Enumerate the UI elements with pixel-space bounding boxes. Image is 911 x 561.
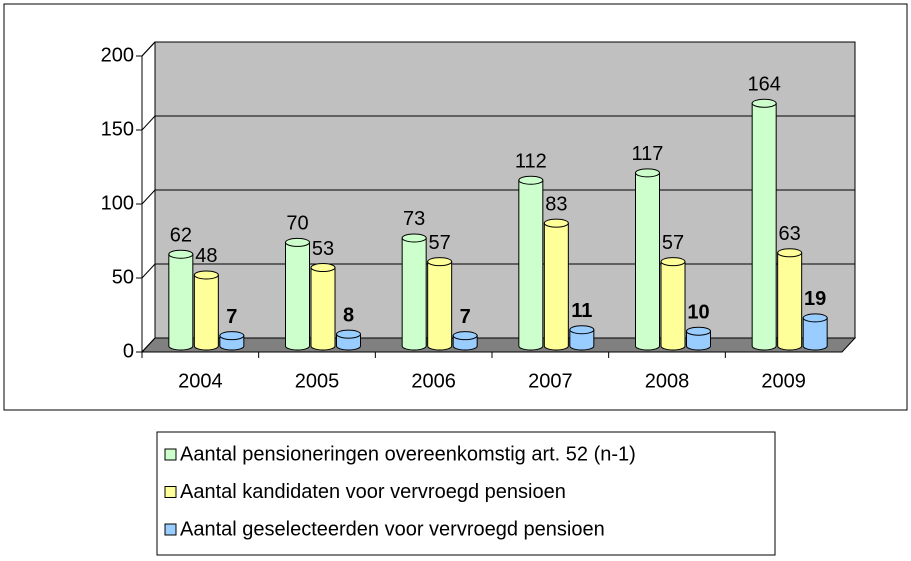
- legend-label: Aantal kandidaten voor vervroegd pensioe…: [180, 481, 566, 503]
- x-tick-label: 2008: [645, 370, 690, 392]
- bar-top: [427, 257, 453, 267]
- bar-top: [452, 331, 478, 341]
- bar: [285, 241, 310, 351]
- legend-swatch: [164, 448, 177, 461]
- data-label: 164: [747, 74, 780, 96]
- data-label: 10: [687, 301, 709, 323]
- bar-top: [285, 237, 310, 247]
- data-label: 63: [779, 223, 801, 245]
- data-label: 19: [804, 288, 826, 310]
- bar: [543, 222, 569, 351]
- grid-depth: [141, 337, 156, 353]
- legend-swatch: [164, 523, 177, 536]
- legend-label: Aantal geselecteerden voor vervroegd pen…: [180, 518, 605, 540]
- y-tick-label: 50: [112, 266, 134, 288]
- bar-top: [543, 218, 569, 228]
- x-tick-label: 2006: [411, 370, 456, 392]
- data-label: 11: [571, 300, 592, 322]
- bar-top: [310, 263, 336, 273]
- data-label: 8: [343, 304, 354, 326]
- legend-label: Aantal pensioneringen overeenkomstig art…: [180, 443, 636, 465]
- data-label: 70: [286, 213, 308, 235]
- data-label: 53: [312, 238, 334, 260]
- bar-top: [686, 326, 711, 336]
- data-label: 57: [429, 232, 451, 254]
- bar: [310, 267, 336, 351]
- data-label: 73: [403, 208, 425, 230]
- x-tick-label: 2007: [528, 370, 573, 392]
- bar-top: [777, 248, 803, 258]
- x-tick-label: 2004: [178, 370, 223, 392]
- grid-depth: [141, 263, 156, 279]
- data-label: 117: [632, 143, 664, 165]
- x-tick-label: 2009: [761, 370, 806, 392]
- bar-top: [518, 175, 544, 185]
- legend-swatch: [164, 486, 177, 498]
- y-tick-label: 0: [123, 340, 134, 362]
- bar: [427, 261, 453, 351]
- bar-top: [802, 313, 828, 323]
- bar: [777, 252, 803, 351]
- legend-box: [156, 431, 776, 556]
- bar: [751, 102, 777, 351]
- bar-top: [336, 329, 361, 339]
- y-tick-label: 100: [101, 192, 134, 214]
- data-label: 7: [460, 306, 471, 328]
- data-label: 7: [226, 306, 237, 328]
- bar: [168, 253, 194, 351]
- y-tick-label: 150: [101, 118, 134, 140]
- grid-depth: [141, 115, 156, 131]
- grid-depth: [141, 189, 156, 205]
- bar-top: [635, 168, 660, 178]
- data-label: 62: [170, 225, 192, 247]
- floor: [140, 337, 857, 353]
- x-tick-label: 2005: [295, 370, 340, 392]
- y-tick-label: 200: [101, 44, 134, 66]
- bar-top: [660, 257, 686, 267]
- bar-top: [219, 331, 245, 341]
- bar-top: [751, 98, 777, 108]
- bar-top: [401, 233, 427, 243]
- data-label: 83: [545, 193, 567, 215]
- bar: [401, 237, 427, 351]
- grid-depth: [141, 41, 156, 57]
- data-label: 48: [195, 245, 217, 267]
- bar-top: [168, 249, 194, 259]
- bar: [518, 179, 544, 351]
- data-label: 57: [662, 232, 684, 254]
- bar: [660, 261, 686, 351]
- bar: [686, 330, 711, 351]
- bar: [193, 274, 219, 351]
- bar: [569, 329, 595, 351]
- bar: [635, 172, 660, 351]
- bar-top: [193, 270, 219, 280]
- data-label: 112: [515, 151, 547, 173]
- bar: [802, 317, 828, 351]
- bar-top: [569, 325, 595, 335]
